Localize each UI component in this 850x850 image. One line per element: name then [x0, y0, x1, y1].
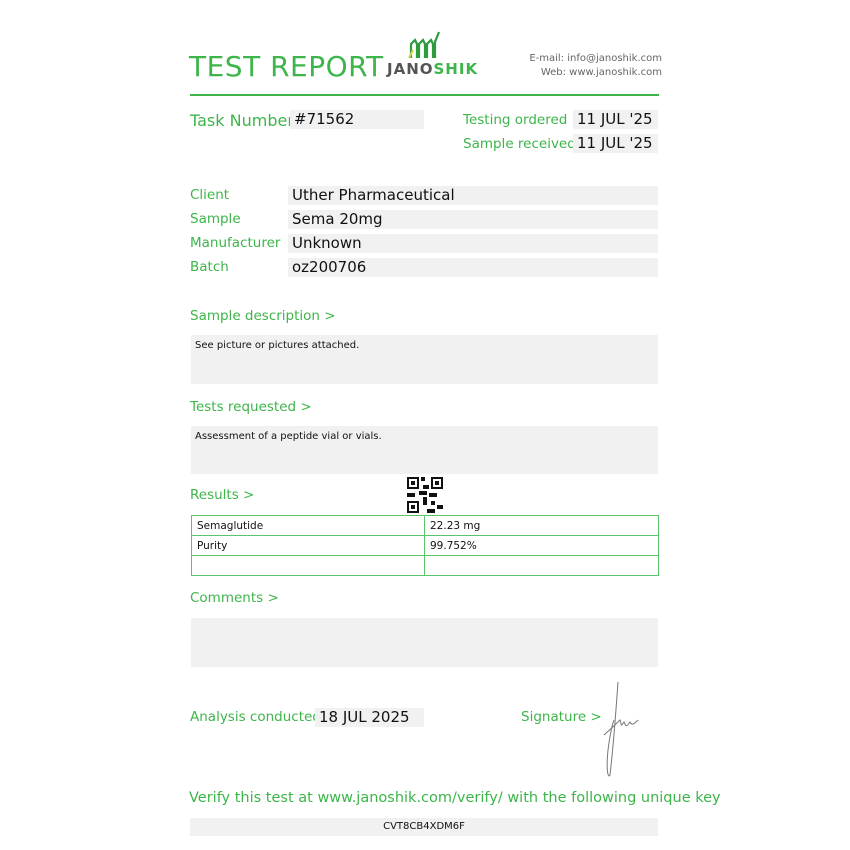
sample-description-label: Sample description > [190, 308, 336, 324]
logo-graph-icon [408, 31, 441, 59]
sample-received-value: 11 JUL '25 [573, 134, 658, 153]
client-value: Uther Pharmaceutical [288, 186, 658, 205]
signature-label: Signature > [521, 709, 602, 725]
analysis-conducted-value: 18 JUL 2025 [315, 708, 424, 727]
contact-web: Web: www.janoshik.com [540, 67, 662, 78]
table-row [191, 555, 659, 576]
result-name: Purity [191, 535, 425, 556]
manufacturer-label: Manufacturer [190, 235, 281, 251]
result-name [191, 555, 425, 576]
results-label: Results > [190, 487, 255, 503]
result-value: 22.23 mg [424, 515, 659, 536]
tests-requested-label: Tests requested > [190, 399, 312, 415]
result-value [424, 555, 659, 576]
sample-description-text: See picture or pictures attached. [191, 335, 658, 384]
result-name: Semaglutide [191, 515, 425, 536]
qr-code-icon[interactable] [407, 477, 443, 513]
unique-key[interactable]: CVT8CB4XDM6F [190, 818, 658, 836]
task-number-value: #71562 [290, 110, 424, 129]
client-label: Client [190, 187, 230, 203]
manufacturer-value: Unknown [288, 234, 658, 253]
batch-label: Batch [190, 259, 229, 275]
header-divider [190, 94, 659, 96]
sample-value: Sema 20mg [288, 210, 658, 229]
table-row: Purity 99.752% [191, 535, 659, 556]
report-title: TEST REPORT [189, 50, 384, 83]
analysis-conducted-label: Analysis conducted > [190, 709, 337, 725]
logo-text-green: SHIK [433, 60, 479, 78]
sample-received-label: Sample received > [463, 136, 592, 152]
task-number-label: Task Number [190, 111, 294, 130]
results-table: Semaglutide 22.23 mg Purity 99.752% [191, 515, 659, 576]
comments-text [191, 618, 658, 667]
signature-image [603, 681, 639, 777]
result-value: 99.752% [424, 535, 659, 556]
batch-value: oz200706 [288, 258, 658, 277]
janoshik-logo: JANOSHIK [385, 30, 477, 80]
sample-label: Sample [190, 211, 241, 227]
verify-instructions: Verify this test at www.janoshik.com/ver… [189, 790, 721, 806]
table-row: Semaglutide 22.23 mg [191, 515, 659, 536]
comments-label: Comments > [190, 590, 279, 606]
tests-requested-text: Assessment of a peptide vial or vials. [191, 426, 658, 474]
logo-text-dark: JANO [387, 60, 434, 78]
testing-ordered-label: Testing ordered > [463, 112, 588, 128]
testing-ordered-value: 11 JUL '25 [573, 110, 658, 129]
contact-email: E-mail: info@janoshik.com [529, 53, 662, 64]
